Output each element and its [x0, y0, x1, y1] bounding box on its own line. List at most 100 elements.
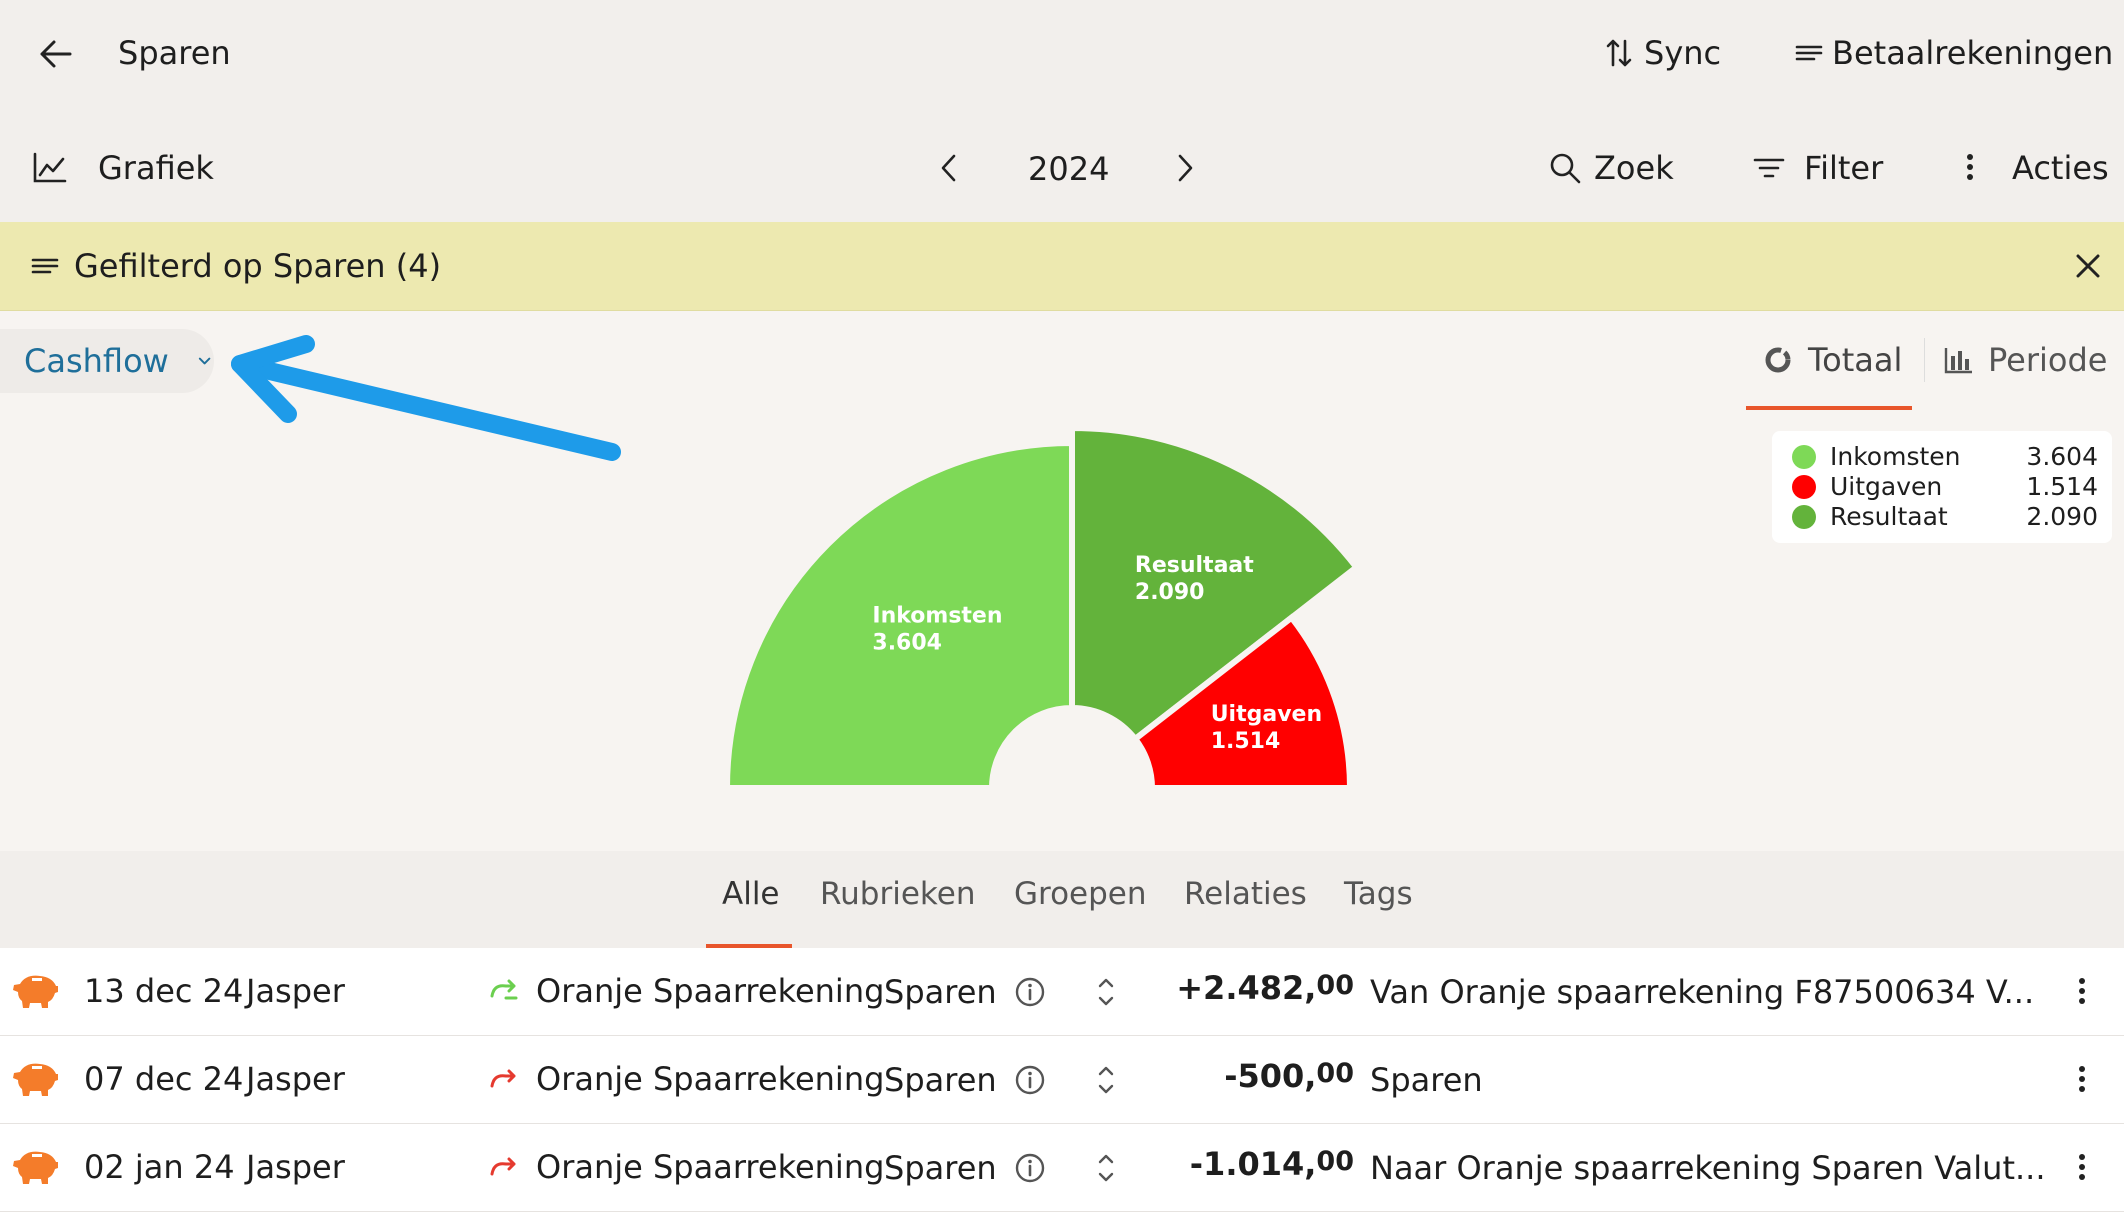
more-vertical-icon[interactable] [2072, 1062, 2092, 1096]
chart-type-label: Cashflow [24, 342, 169, 380]
filter-icon [1753, 158, 1785, 178]
next-year-button[interactable] [1170, 148, 1200, 188]
outgoing-transfer-icon [490, 1157, 516, 1176]
transaction-person: Jasper [246, 972, 345, 1010]
detail-tabs: Alle Rubrieken Groepen Relaties Tags [0, 851, 2124, 948]
transaction-date: 07 dec 24 [84, 1060, 244, 1098]
transaction-date: 02 jan 24 [84, 1148, 235, 1186]
view-period-tab[interactable]: Periode [1944, 340, 2107, 380]
chevron-down-icon [198, 357, 211, 365]
legend-value: 2.090 [2026, 502, 2098, 531]
year-label: 2024 [1028, 150, 1110, 188]
filter-label: Filter [1804, 149, 1884, 187]
legend-dot-inkomsten [1792, 445, 1816, 469]
more-vertical-icon[interactable] [2072, 1150, 2092, 1184]
tab-alle[interactable]: Alle [722, 876, 780, 912]
slice-value: 2.090 [1135, 580, 1205, 605]
chart-type-dropdown[interactable]: Cashflow [0, 329, 214, 393]
actions-button[interactable]: Acties [1960, 148, 2109, 188]
transaction-amount: +2.482,00 [1176, 968, 1354, 1008]
amount-main: -1.014, [1189, 1145, 1317, 1183]
pie-slice-inkomsten[interactable] [723, 439, 1075, 791]
sort-icon[interactable] [1094, 974, 1118, 1010]
table-row[interactable]: 02 jan 24 Jasper Oranje Spaarrekening Sp… [0, 1124, 2124, 1212]
outgoing-transfer-icon [490, 1069, 516, 1088]
slice-value: 3.604 [872, 630, 942, 655]
transaction-person: Jasper [246, 1060, 345, 1098]
transaction-category: Sparen [884, 973, 997, 1011]
slice-label: Inkomsten [872, 603, 1002, 628]
arrow-left-icon [40, 40, 72, 68]
tab-groepen[interactable]: Groepen [1014, 876, 1147, 912]
transaction-category: Sparen [884, 1149, 997, 1187]
sort-icon[interactable] [1094, 1062, 1118, 1098]
search-label: Zoek [1594, 149, 1674, 187]
transaction-description: Van Oranje spaarrekening F87500634 V... [1370, 973, 2035, 1011]
transaction-description: Sparen [1370, 1061, 1483, 1099]
legend-label: Uitgaven [1830, 472, 1943, 501]
page-title: Sparen [118, 34, 231, 72]
tab-tags[interactable]: Tags [1344, 876, 1413, 912]
transaction-account: Oranje Spaarrekening [536, 972, 885, 1010]
amount-cents: 00 [1316, 1146, 1354, 1177]
view-divider [1924, 338, 1925, 382]
incoming-transfer-icon [490, 979, 518, 1000]
more-vertical-icon [1967, 154, 1973, 180]
legend-value: 1.514 [2026, 472, 2098, 501]
pie-slice-resultaat[interactable] [1069, 424, 1361, 744]
filter-banner: Gefilterd op Sparen (4) [0, 222, 2124, 311]
search-button[interactable]: Zoek [1548, 148, 1674, 188]
info-icon[interactable] [1014, 1152, 1046, 1184]
legend-value: 3.604 [2026, 442, 2098, 471]
tab-rubrieken[interactable]: Rubrieken [820, 876, 976, 912]
legend-label: Resultaat [1830, 502, 1948, 531]
more-vertical-icon[interactable] [2072, 974, 2092, 1008]
list-icon [31, 258, 59, 274]
info-icon[interactable] [1014, 976, 1046, 1008]
prev-year-button[interactable] [934, 148, 964, 188]
transaction-category: Sparen [884, 1061, 997, 1099]
transaction-amount: -1.014,00 [1190, 1144, 1354, 1184]
annotation-arrow [231, 335, 621, 461]
view-total-label: Totaal [1808, 341, 1903, 379]
slice-label: Resultaat [1135, 553, 1254, 578]
chevron-right-icon [1178, 154, 1193, 182]
view-period-label: Periode [1988, 341, 2108, 379]
amount-main: +2.482, [1176, 969, 1317, 1007]
sync-button[interactable]: Sync [1604, 33, 1721, 73]
legend-label: Inkomsten [1830, 442, 1961, 471]
chart-legend: Inkomsten 3.604 Uitgaven 1.514 Resultaat… [1772, 431, 2112, 543]
chart-label: Grafiek [98, 149, 214, 187]
transaction-account: Oranje Spaarrekening [536, 1148, 885, 1186]
amount-main: -500, [1224, 1057, 1317, 1095]
donut-chart-icon [1765, 347, 1791, 373]
pie-slice-uitgaven[interactable] [1130, 613, 1354, 791]
sort-icon[interactable] [1094, 1150, 1118, 1186]
transaction-description: Naar Oranje spaarrekening Sparen Valut..… [1370, 1149, 2046, 1187]
filter-banner-content: Gefilterd op Sparen (4) [30, 246, 441, 286]
transaction-account: Oranje Spaarrekening [536, 1060, 885, 1098]
clear-filter-button[interactable] [2068, 246, 2108, 286]
table-row[interactable]: 13 dec 24 Jasper Oranje Spaarrekening Sp… [0, 948, 2124, 1036]
search-icon [1550, 153, 1581, 184]
filter-banner-text: Gefilterd op Sparen (4) [74, 247, 442, 285]
tab-relaties[interactable]: Relaties [1184, 876, 1307, 912]
transaction-date: 13 dec 24 [84, 972, 244, 1010]
info-icon[interactable] [1014, 1064, 1046, 1096]
slice-label: Uitgaven [1211, 702, 1322, 727]
amount-cents: 00 [1316, 1058, 1354, 1089]
legend-dot-uitgaven [1792, 475, 1816, 499]
chart-toggle-button[interactable]: Grafiek [32, 148, 214, 188]
transaction-amount: -500,00 [1224, 1056, 1354, 1096]
chevron-left-icon [941, 154, 956, 182]
amount-cents: 00 [1316, 970, 1354, 1001]
sync-icon [1606, 39, 1632, 67]
accounts-button[interactable]: Betaalrekeningen [1794, 33, 2113, 73]
sync-label: Sync [1644, 34, 1722, 72]
table-row[interactable]: 07 dec 24 Jasper Oranje Spaarrekening Sp… [0, 1036, 2124, 1124]
filter-button[interactable]: Filter [1752, 148, 1883, 188]
view-total-tab[interactable]: Totaal [1764, 340, 1902, 380]
actions-label: Acties [2012, 149, 2109, 187]
back-button[interactable] [30, 28, 82, 80]
